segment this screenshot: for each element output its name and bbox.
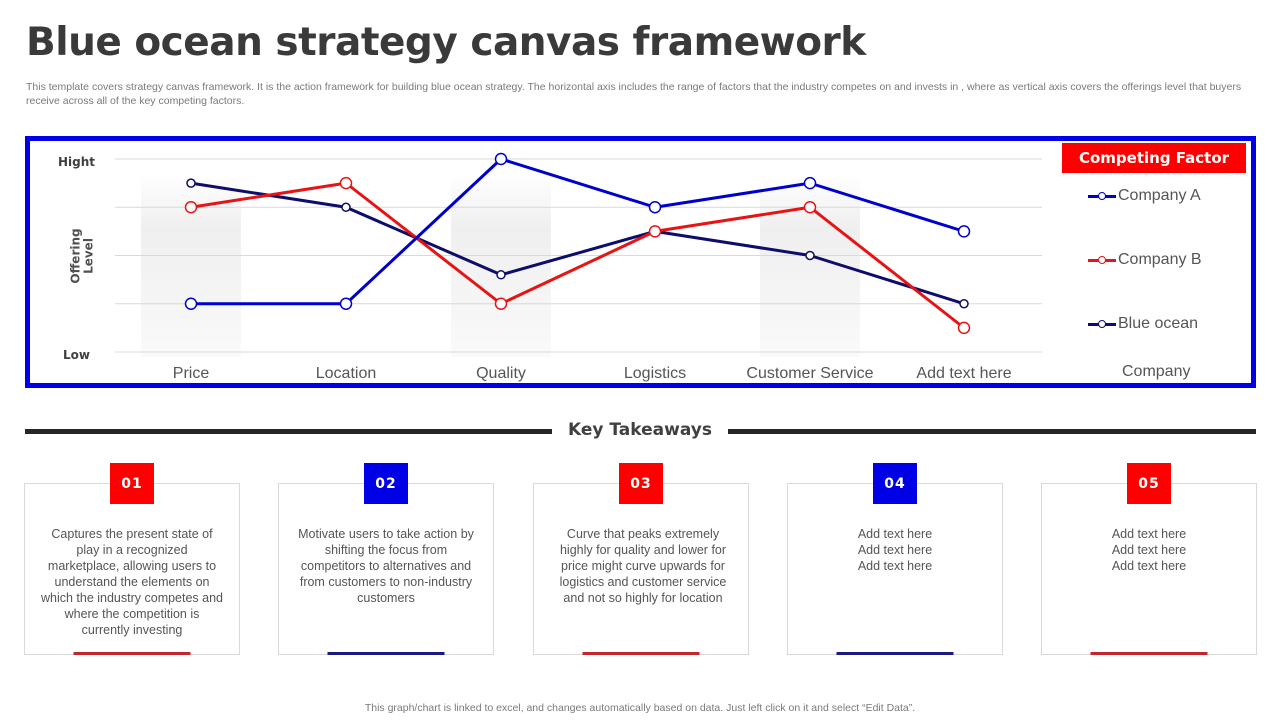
data-point-marker[interactable] xyxy=(959,299,969,309)
takeaway-card-05: 05 Add text here Add text here Add text h… xyxy=(1041,463,1257,655)
takeaway-card-04: 04 Add text here Add text here Add text h… xyxy=(787,463,1003,655)
data-point-marker[interactable] xyxy=(494,297,508,310)
legend-title: Competing Factor xyxy=(1062,143,1246,173)
y-axis-title-text: Offering Level xyxy=(68,228,96,284)
data-point-marker[interactable] xyxy=(957,321,971,335)
y-axis-title: Offering Level xyxy=(53,201,113,311)
data-point-marker[interactable] xyxy=(494,152,508,166)
x-axis-label: Logistics xyxy=(623,365,687,382)
card-accent-bar xyxy=(73,652,191,655)
card-accent-bar xyxy=(582,652,700,655)
key-takeaways-heading: Key Takeaways xyxy=(568,420,712,440)
footer-note: This graph/chart is linked to excel, and… xyxy=(364,702,916,714)
data-point-marker[interactable] xyxy=(957,225,971,238)
legend-item-blue-ocean[interactable]: Blue ocean xyxy=(1088,315,1198,333)
card-number-badge: 01 xyxy=(110,463,154,504)
card-accent-bar xyxy=(327,652,445,655)
legend-item-company-b[interactable]: Company B xyxy=(1088,251,1202,269)
takeaway-card-03: 03 Curve that peaks extremely highly for … xyxy=(533,463,749,655)
line-chart-plot[interactable] xyxy=(30,141,1251,383)
legend-marker-icon xyxy=(1088,191,1116,201)
card-text: Motivate users to take action by shiftin… xyxy=(298,527,474,605)
legend-footer: Company xyxy=(1122,363,1191,380)
y-tick-high: Hight xyxy=(58,155,96,169)
series-line-company-b[interactable] xyxy=(190,181,965,330)
takeaway-card-01: 01 Captures the present state of play in … xyxy=(24,463,240,655)
series-line-blue-ocean[interactable] xyxy=(190,181,965,306)
y-tick-low: Low xyxy=(63,348,90,362)
x-axis-label: Price xyxy=(172,365,210,382)
page-title: Blue ocean strategy canvas framework xyxy=(26,20,866,65)
legend-label: Company A xyxy=(1118,187,1201,204)
data-point-marker[interactable] xyxy=(184,201,198,214)
data-point-marker[interactable] xyxy=(803,176,817,190)
data-point-marker[interactable] xyxy=(648,225,662,238)
card-number-badge: 02 xyxy=(364,463,408,504)
x-axis-label: Customer Service xyxy=(746,365,874,382)
card-number-badge: 04 xyxy=(873,463,917,504)
data-point-marker[interactable] xyxy=(339,176,353,190)
data-point-marker[interactable] xyxy=(496,270,506,280)
data-point-marker[interactable] xyxy=(186,178,196,188)
data-point-marker[interactable] xyxy=(803,201,817,214)
legend-marker-icon xyxy=(1088,319,1116,329)
page-subtitle: This template covers strategy canvas fra… xyxy=(26,81,1242,107)
x-axis-label: Quality xyxy=(476,365,526,382)
x-axis-label: Add text here xyxy=(916,365,1012,382)
card-text: Add text here Add text here Add text her… xyxy=(1111,527,1187,573)
data-point-marker[interactable] xyxy=(184,297,198,310)
card-text: Add text here Add text here Add text her… xyxy=(857,527,933,573)
data-point-marker[interactable] xyxy=(341,202,351,212)
data-point-marker[interactable] xyxy=(805,250,815,261)
series-line-company-a[interactable] xyxy=(191,157,965,306)
card-accent-bar xyxy=(836,652,954,655)
takeaway-card-02: 02 Motivate users to take action by shift… xyxy=(278,463,494,655)
card-text: Curve that peaks extremely highly for qu… xyxy=(559,527,727,605)
legend-marker-icon xyxy=(1088,255,1116,265)
card-number-badge: 05 xyxy=(1127,463,1171,504)
data-point-marker[interactable] xyxy=(648,201,662,214)
legend-label: Company B xyxy=(1118,251,1202,268)
legend-label: Blue ocean xyxy=(1118,315,1199,332)
divider-left xyxy=(25,429,552,434)
card-number-badge: 03 xyxy=(619,463,663,504)
card-text: Captures the present state of play in a … xyxy=(40,527,224,637)
data-point-marker[interactable] xyxy=(339,297,353,310)
divider-right xyxy=(728,429,1256,434)
legend-item-company-a[interactable]: Company A xyxy=(1088,187,1201,205)
strategy-canvas-chart[interactable]: Hight Low Offering Level Price Location Qu… xyxy=(25,136,1256,388)
card-accent-bar xyxy=(1090,652,1208,655)
x-axis-label: Location xyxy=(315,365,377,382)
